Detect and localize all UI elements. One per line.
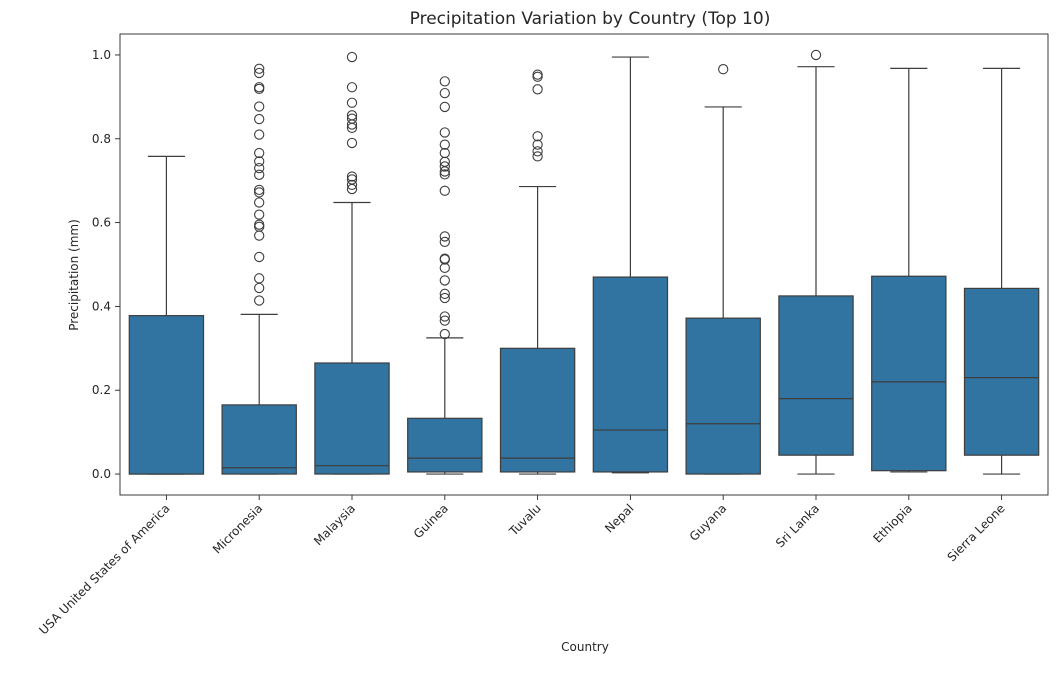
outlier-point [254,101,265,112]
x-tick-label: Micronesia [210,501,265,556]
outlier-point [439,311,450,322]
box [499,347,576,473]
outlier-point [254,63,265,74]
outlier-point [439,292,450,304]
outlier-point [810,49,822,61]
outlier-point [439,328,450,340]
y-tick-label: 1.0 [92,48,111,62]
outlier-point [346,174,358,185]
outlier-point [439,253,450,264]
box [314,362,390,475]
outlier-point [254,251,265,263]
outlier-point [346,110,358,121]
outlier-point [439,236,450,248]
outlier-point [254,230,265,241]
y-tick-label: 0.8 [92,132,111,146]
box [407,417,483,473]
outlier-point [439,76,450,87]
box [685,317,761,475]
x-tick-label: Sri Lanka [773,501,822,550]
x-tick-label: Sierra Leone [945,501,1008,564]
x-tick-label: Ethiopia [870,501,914,545]
outlier-point [532,139,543,150]
outlier-point [254,162,265,174]
outlier-point [439,139,450,150]
outlier-point [254,82,265,93]
x-tick-label: USA United States of America [36,501,172,637]
outlier-point [532,151,543,162]
outlier-point [532,131,543,142]
outlier-point [439,161,450,172]
outlier-point [439,315,450,326]
box [963,287,1040,456]
outlier-point [439,288,450,299]
outlier-point [439,127,450,138]
outlier-point [254,184,265,196]
outlier-point [254,169,265,180]
outlier-point [254,197,265,208]
outlier-point [254,282,265,294]
outlier-point [346,171,358,182]
x-tick-label: Guyana [687,501,730,544]
x-tick-label: Tuvalu [506,501,544,539]
axes-frame [119,33,1049,496]
box [778,295,854,456]
x-tick-label: Nepal [602,501,636,535]
outlier-point [254,295,265,306]
x-axis-label: Country [561,640,609,654]
box [221,404,297,475]
box [592,276,669,473]
outlier-point [346,82,358,93]
outlier-point [254,67,265,79]
outlier-point [439,231,450,242]
outlier-point [439,169,450,180]
y-tick-label: 0.4 [92,299,111,313]
outlier-point [254,129,265,140]
outlier-point [254,221,265,232]
x-tick-label: Malaysia [311,501,358,548]
plot-area: 0.0 0.2 0.4 0.6 0.8 1.0 USA United States of A… [36,33,1049,637]
x-tick-label: Guinea [411,501,451,541]
outlier-point [532,146,543,157]
chart-title: Precipitation Variation by Country (Top … [410,9,771,29]
outlier-point [346,97,358,108]
outlier-point [346,51,358,63]
outlier-point [346,137,358,149]
outlier-point [254,273,265,284]
outlier-point [532,84,543,95]
outlier-point [254,187,265,198]
outlier-point [254,219,265,230]
outlier-point [254,156,265,167]
y-axis-label: Precipitation (mm) [67,219,81,331]
outlier-point [439,275,450,286]
outlier-point [439,185,450,196]
y-tick-label: 0.2 [92,383,111,397]
outlier-point [254,147,265,159]
outlier-point [532,69,543,80]
outlier-point [439,87,450,99]
outlier-point [254,113,265,125]
outlier-point [346,113,358,124]
outlier-point [439,147,450,159]
outlier-point [532,71,543,82]
outlier-point [346,179,358,191]
outlier-point [718,64,729,75]
box [871,275,947,472]
outlier-point [254,209,265,220]
y-tick-label: 0.0 [92,467,111,481]
box [128,315,205,475]
y-tick-label: 0.6 [92,216,111,230]
outlier-point [439,101,450,113]
outlier-point [439,262,450,274]
